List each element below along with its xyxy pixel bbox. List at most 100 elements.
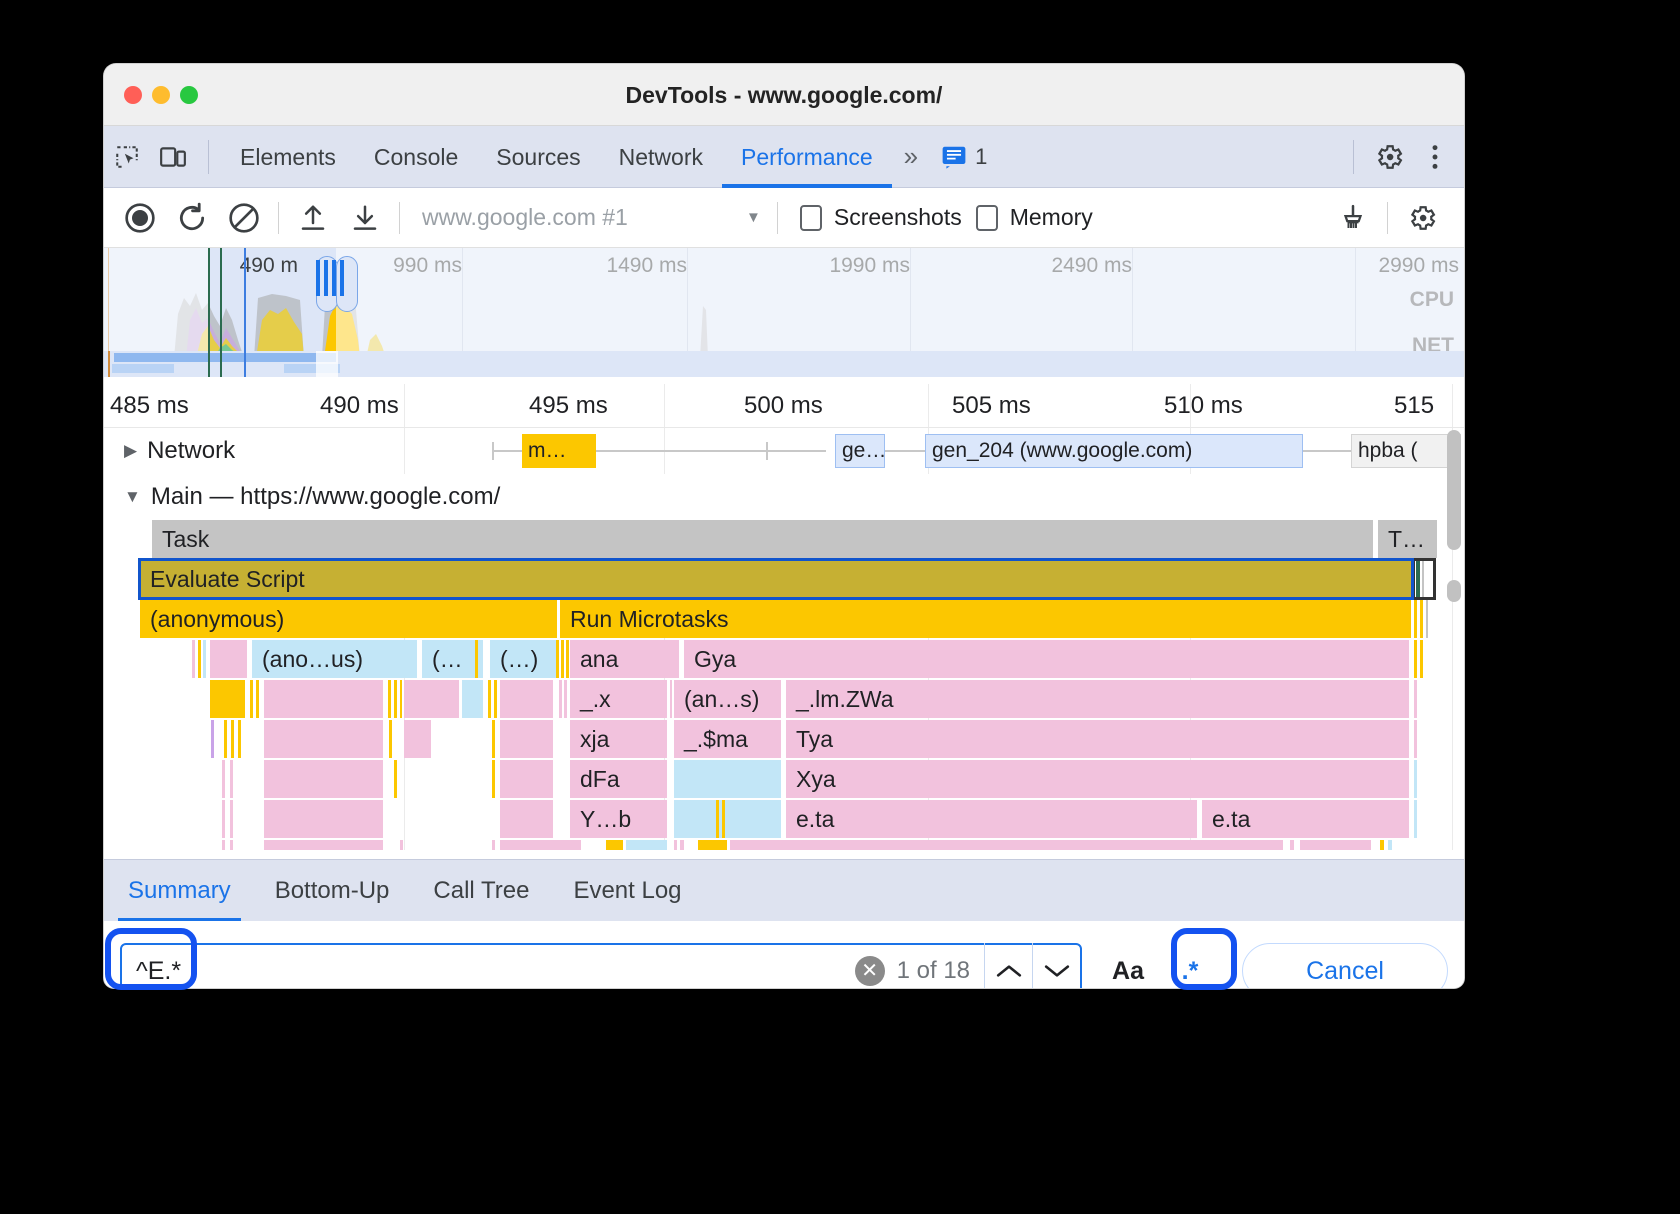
flame-bar[interactable]: Run Microtasks [560, 600, 1412, 638]
flame-bar[interactable]: (ano…us) [252, 640, 418, 678]
flame-bar[interactable]: _.$ma [674, 720, 782, 758]
flame-bar[interactable] [264, 800, 384, 838]
tab-network[interactable]: Network [618, 143, 703, 170]
chevron-down-icon[interactable] [1032, 943, 1080, 988]
flame-bar[interactable] [264, 720, 384, 758]
flame-bar[interactable]: Gya [684, 640, 1410, 678]
main-track-header[interactable]: ▼ Main — https://www.google.com/ [104, 474, 1464, 520]
capture-settings-gear-icon[interactable] [1396, 194, 1448, 242]
network-track-header[interactable]: ▶ Network [104, 428, 235, 474]
flame-bar[interactable]: (… [422, 640, 484, 678]
tab-event-log[interactable]: Event Log [573, 876, 682, 904]
flame-bar[interactable] [500, 720, 554, 758]
clear-search-icon[interactable]: ✕ [854, 956, 885, 986]
maximize-window-button[interactable] [180, 86, 198, 104]
flame-bar[interactable] [698, 840, 728, 850]
chevron-right-icon[interactable]: ▶ [124, 441, 138, 460]
inspect-icon[interactable] [104, 135, 150, 179]
clear-icon[interactable] [218, 194, 270, 242]
flame-bar[interactable] [674, 800, 782, 838]
traffic-lights [124, 86, 198, 104]
flame-bar[interactable] [404, 720, 432, 758]
flame-bar[interactable]: (anonymous) [140, 600, 558, 638]
overview-window-left [104, 248, 208, 357]
search-input-wrap[interactable]: ^E.* ✕ 1 of 18 [120, 943, 1083, 988]
flame-bar[interactable]: xja [570, 720, 668, 758]
main-track-row[interactable]: ▼ Main — https://www.google.com/ Task T…… [104, 474, 1464, 850]
flame-bar-evaluate-script[interactable]: Evaluate Script [138, 558, 1414, 600]
flame-bar[interactable] [404, 680, 460, 718]
flame-bar[interactable]: e.ta [786, 800, 1198, 838]
flame-bar[interactable]: G… [500, 840, 582, 850]
network-request[interactable]: gen_204 (www.google.com) [925, 434, 1303, 468]
minimize-window-button[interactable] [152, 86, 170, 104]
upload-profile-icon[interactable] [287, 194, 339, 242]
flame-bar[interactable] [500, 760, 554, 798]
more-tabs-icon[interactable]: » [903, 141, 919, 171]
flame-bar[interactable]: Xya [786, 760, 1410, 798]
tab-call-tree[interactable]: Call Tree [433, 876, 530, 904]
search-input[interactable]: ^E.* [136, 956, 182, 985]
screenshots-checkbox-box[interactable] [799, 204, 822, 231]
flame-bar[interactable]: T… [1378, 520, 1438, 558]
flame-bar[interactable]: _.x [570, 680, 668, 718]
flame-bar[interactable] [626, 840, 668, 850]
flamechart-scrollbar[interactable] [1447, 430, 1461, 550]
tab-sources[interactable]: Sources [496, 143, 581, 170]
tab-bottom-up[interactable]: Bottom-Up [274, 876, 390, 904]
issues-counter[interactable]: 1 [927, 144, 1001, 170]
flame-bar[interactable] [500, 680, 554, 718]
tab-elements[interactable]: Elements [240, 143, 336, 170]
flame-bar[interactable] [210, 640, 248, 678]
tab-performance[interactable]: Performance [722, 126, 892, 188]
flame-bar[interactable]: ana [570, 640, 680, 678]
flamechart-canvas[interactable]: Task T… Evaluate Script (anonymous) Run … [104, 520, 1464, 850]
download-profile-icon[interactable] [339, 194, 391, 242]
flame-bar[interactable] [606, 840, 624, 850]
tab-summary[interactable]: Summary [108, 860, 251, 922]
timeline-overview[interactable]: 490 m 990 ms 1490 ms 1990 ms 2490 ms 299… [104, 248, 1464, 358]
chevron-down-icon[interactable]: ▼ [746, 209, 761, 226]
recording-name[interactable]: www.google.com #1 [422, 204, 628, 230]
flame-bar[interactable]: Task [152, 520, 1374, 558]
network-track-row[interactable]: ▶ Network m… ge… gen_204 (www.google.com… [104, 428, 1464, 474]
device-toolbar-icon[interactable] [150, 135, 196, 179]
flame-bar[interactable] [264, 760, 384, 798]
collect-garbage-icon[interactable] [1327, 194, 1379, 242]
network-request[interactable]: ge… [835, 434, 885, 468]
close-window-button[interactable] [124, 86, 142, 104]
flame-bar[interactable]: Y…b [570, 800, 668, 838]
flame-bar[interactable] [462, 680, 484, 718]
flame-bar[interactable]: (anonymous) [730, 840, 1284, 850]
memory-checkbox-box[interactable] [975, 204, 998, 231]
flame-bar[interactable]: dFa [570, 760, 668, 798]
regex-toggle-button[interactable]: .* [1181, 956, 1199, 985]
cancel-button[interactable]: Cancel [1242, 943, 1448, 988]
memory-checkbox[interactable]: Memory [975, 204, 1093, 231]
flamechart-scrollbar-thumb-2[interactable] [1447, 580, 1461, 602]
toolbar-divider-4 [399, 201, 400, 234]
settings-gear-icon[interactable] [1366, 135, 1412, 179]
flame-bar[interactable]: e.ta [1202, 800, 1410, 838]
flame-bar[interactable] [210, 680, 246, 718]
flame-bar[interactable]: _.lm.ZWa [786, 680, 1410, 718]
flame-bar[interactable] [674, 760, 782, 798]
chevron-up-icon[interactable] [984, 943, 1032, 988]
flame-bar[interactable] [264, 680, 384, 718]
tab-console[interactable]: Console [373, 143, 459, 170]
flame-bar[interactable]: (…) [490, 640, 560, 678]
record-icon[interactable] [114, 194, 166, 242]
match-case-button[interactable]: Aa [1112, 956, 1144, 985]
network-request[interactable]: hpba ( [1351, 434, 1461, 468]
chevron-down-icon[interactable]: ▼ [124, 487, 141, 506]
flame-bar[interactable]: (…) [1300, 840, 1372, 850]
screenshots-checkbox[interactable]: Screenshots [799, 204, 962, 231]
flame-bar[interactable]: (an…s) [674, 680, 782, 718]
flame-bar[interactable]: Tya [786, 720, 1410, 758]
more-vertical-icon[interactable] [1412, 135, 1458, 179]
flame-bar[interactable] [264, 840, 384, 850]
reload-record-icon[interactable] [166, 194, 218, 242]
flame-bar[interactable] [500, 800, 554, 838]
network-request[interactable]: m… [522, 434, 596, 468]
flamechart-area[interactable]: 485 ms 490 ms 495 ms 500 ms 505 ms 510 m… [104, 384, 1464, 859]
